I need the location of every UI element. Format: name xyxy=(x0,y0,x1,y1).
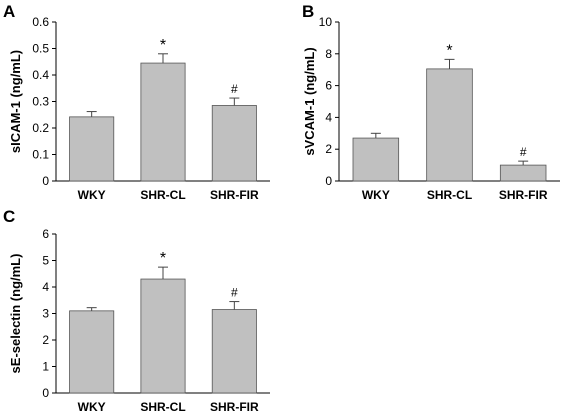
y-tick-label: 0 xyxy=(42,174,49,188)
panel-letter: B xyxy=(302,2,314,21)
y-tick-label: 0.5 xyxy=(32,42,49,56)
panel-letter: A xyxy=(3,2,15,21)
bar-shr-cl xyxy=(140,62,186,182)
y-tick-label: 0 xyxy=(42,386,49,400)
chart-panel-b: B 0 2 4 6 8 10 sVCAM-1 (ng/mL) WKY * SHR-CL # SHR-FI… xyxy=(302,2,560,202)
bar-shr-cl xyxy=(426,68,473,182)
y-tick-label: 6 xyxy=(42,227,49,241)
y-tick-label: 0.4 xyxy=(32,68,49,82)
category-label: SHR-FIR xyxy=(499,188,548,202)
bar-wky xyxy=(352,137,400,182)
bar-shr-fir xyxy=(499,164,547,182)
significance-hash: # xyxy=(231,82,238,96)
y-tick-label: 0.2 xyxy=(32,121,49,135)
y-tick-label: 6 xyxy=(325,79,332,93)
y-tick-label: 0 xyxy=(325,174,332,188)
panel-letter: C xyxy=(3,207,15,226)
y-tick-label: 1 xyxy=(42,360,49,374)
y-tick-label: 0.6 xyxy=(32,15,49,29)
category-label: SHR-FIR xyxy=(210,188,259,202)
y-tick-label: 0.1 xyxy=(32,148,49,162)
category-label: SHR-CL xyxy=(427,188,472,202)
y-tick-label: 0.3 xyxy=(32,95,49,109)
y-tick-label: 5 xyxy=(42,254,49,268)
significance-asterisk: * xyxy=(160,37,166,54)
category-label: SHR-CL xyxy=(140,400,185,412)
significance-asterisk: * xyxy=(160,250,166,267)
category-label: SHR-CL xyxy=(140,188,185,202)
bar-shr-cl xyxy=(140,278,186,394)
y-tick-label: 8 xyxy=(325,47,332,61)
category-label: WKY xyxy=(362,188,390,202)
significance-asterisk: * xyxy=(446,42,452,59)
y-tick-label: 4 xyxy=(42,280,49,294)
category-label: WKY xyxy=(78,400,106,412)
chart-panel-a: A 0 0.1 0.2 0.3 0.4 0.5 0.6 sICAM-1 (ng/mL) WKY * S… xyxy=(3,2,270,202)
category-label: SHR-FIR xyxy=(210,400,259,412)
bar-shr-fir xyxy=(211,309,257,394)
significance-hash: # xyxy=(231,286,238,300)
y-axis-title: sE-selectin (ng/mL) xyxy=(8,254,23,374)
chart-panel-c: C 0 1 2 3 4 5 6 sE-selectin (ng/mL) WKY * SHR-CL # SH… xyxy=(3,207,270,412)
y-axis-title: sICAM-1 (ng/mL) xyxy=(8,50,23,153)
bar-wky xyxy=(69,310,115,394)
bar-shr-fir xyxy=(211,105,257,182)
y-tick-label: 3 xyxy=(42,307,49,321)
significance-hash: # xyxy=(520,145,527,159)
bar-wky xyxy=(69,116,115,182)
y-tick-label: 2 xyxy=(325,142,332,156)
y-tick-label: 10 xyxy=(319,15,333,29)
y-tick-label: 4 xyxy=(325,110,332,124)
y-axis-title: sVCAM-1 (ng/mL) xyxy=(302,47,317,155)
y-tick-label: 2 xyxy=(42,333,49,347)
category-label: WKY xyxy=(78,188,106,202)
